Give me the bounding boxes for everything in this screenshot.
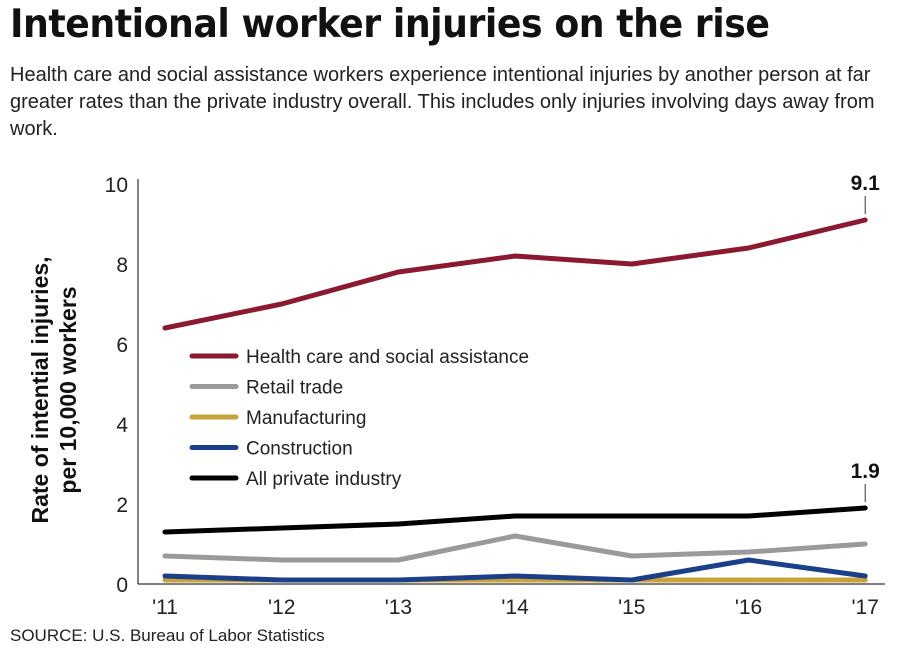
x-tick-label: '17: [852, 596, 879, 619]
series-line-retail-trade: [162, 533, 868, 563]
y-axis-label: Rate of intential injuries,per 10,000 wo…: [27, 256, 81, 523]
x-tick-label: '11: [152, 596, 178, 619]
x-tick-label: '15: [618, 596, 645, 619]
y-axis-label-line: per 10,000 workers: [55, 286, 81, 493]
legend-label: All private industry: [246, 469, 402, 490]
y-axis-label-line: Rate of intential injuries,: [27, 256, 53, 523]
x-tick-label: '14: [501, 596, 529, 619]
end-value-label: 9.1: [851, 172, 881, 195]
y-tick-label: 4: [116, 414, 128, 437]
y-tick-label: 0: [116, 574, 128, 597]
y-tick-label: 2: [116, 494, 128, 517]
x-tick-label: '16: [735, 596, 762, 619]
y-tick-label: 6: [116, 334, 128, 357]
chart-subtitle: Health care and social assistance worker…: [10, 64, 875, 140]
legend-label: Manufacturing: [246, 408, 366, 429]
x-tick-label: '13: [385, 596, 412, 619]
end-value-label: 1.9: [851, 460, 880, 483]
series-line-construction: [162, 557, 868, 583]
y-tick-label: 10: [105, 174, 128, 197]
source-note: SOURCE: U.S. Bureau of Labor Statistics: [10, 626, 325, 645]
legend-label: Construction: [246, 439, 353, 460]
legend-label: Health care and social assistance: [246, 347, 529, 368]
chart-title: Intentional worker injuries on the rise: [10, 2, 770, 47]
series-line-health-care-and-social-assistance: [162, 217, 868, 331]
y-tick-label: 8: [116, 254, 128, 277]
x-tick-label: '12: [268, 596, 295, 619]
series-line-all-private-industry: [162, 505, 868, 535]
legend-label: Retail trade: [246, 378, 343, 399]
